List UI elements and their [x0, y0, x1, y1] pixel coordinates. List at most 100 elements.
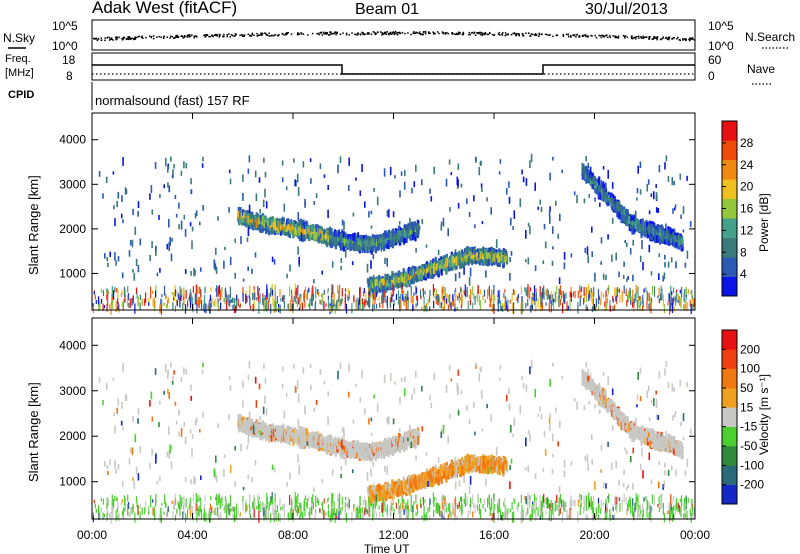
power-clutter-cell — [167, 297, 169, 304]
power-clutter-cell — [535, 301, 537, 312]
power-clutter-cell — [375, 289, 377, 300]
power-clutter-cell — [346, 294, 348, 299]
power-echo-cell — [421, 219, 424, 225]
power-echo-cell — [314, 228, 317, 235]
nsky-point — [325, 33, 327, 35]
power-echo-cell — [254, 215, 257, 222]
nsky-point — [585, 35, 587, 38]
nsky-point — [623, 35, 626, 38]
power-echo-cell — [215, 266, 218, 274]
power-clutter-cell — [627, 294, 629, 303]
power-clutter-cell — [690, 303, 692, 315]
power-clutter-cell — [629, 293, 631, 299]
nsky-point — [517, 33, 519, 35]
nsky-point — [544, 33, 547, 36]
power-clutter-cell — [359, 299, 362, 311]
power-clutter-cell — [685, 286, 687, 295]
beam-label: Beam 01 — [355, 1, 419, 18]
nsky-point — [262, 32, 264, 35]
nsky-point — [219, 33, 221, 36]
nsky-panel-frame — [91, 19, 696, 51]
power-clutter-cell — [616, 295, 618, 305]
nsky-point — [562, 34, 565, 36]
power-clutter-cell — [337, 285, 339, 294]
nsky-point — [391, 32, 394, 34]
power-echo-cell — [593, 179, 597, 186]
power-clutter-cell — [196, 304, 198, 314]
nsky-point — [214, 34, 216, 36]
velocity-echo-cell — [240, 420, 243, 425]
nsky-point — [458, 33, 460, 35]
power-echo-cell — [662, 275, 664, 282]
power-clutter-cell — [358, 296, 360, 305]
power-clutter-cell — [426, 306, 428, 312]
power-echo-cell — [370, 287, 373, 294]
nsky-point — [491, 33, 494, 36]
power-echo-cell — [258, 177, 261, 183]
nsky-point — [410, 33, 412, 36]
power-echo-cell — [321, 270, 323, 275]
power-clutter-cell — [160, 298, 162, 305]
power-echo-cell — [281, 225, 284, 230]
nsky-point — [489, 31, 491, 34]
colorbar-tick-label: 4 — [740, 267, 747, 281]
power-clutter-cell — [660, 290, 663, 297]
power-clutter-cell — [280, 297, 282, 302]
power-clutter-cell — [274, 284, 276, 296]
power-clutter-cell — [363, 291, 365, 297]
power-clutter-cell — [640, 297, 642, 303]
power-clutter-cell — [270, 287, 272, 296]
power-echo-cell — [276, 217, 279, 227]
power-clutter-cell — [107, 294, 109, 307]
power-clutter-cell — [509, 299, 511, 304]
power-clutter-cell — [381, 293, 383, 304]
power-echo-cell — [372, 274, 375, 283]
power-echo-cell — [224, 246, 226, 251]
power-clutter-cell — [657, 295, 659, 299]
freq-tick-top: 18 — [62, 53, 76, 67]
power-clutter-cell — [529, 290, 531, 300]
power-clutter-cell — [347, 288, 349, 294]
power-echo-cell — [525, 259, 527, 263]
power-echo-cell — [615, 252, 617, 261]
power-clutter-cell — [648, 303, 650, 310]
power-clutter-cell — [122, 299, 125, 303]
power-clutter-cell — [220, 302, 222, 310]
power-echo-cell — [242, 174, 244, 182]
power-echo-cell — [431, 272, 435, 279]
power-echo-cell — [121, 195, 123, 203]
nsky-point — [582, 34, 584, 37]
power-clutter-cell — [669, 301, 671, 311]
power-clutter-cell — [205, 303, 207, 314]
power-clutter-cell — [223, 298, 225, 303]
power-echo-cell — [650, 235, 654, 241]
nsky-point — [171, 36, 174, 38]
power-echo-cell — [451, 256, 454, 266]
power-clutter-cell — [680, 297, 682, 309]
power-echo-cell — [264, 171, 267, 178]
power-clutter-cell — [115, 301, 117, 312]
power-echo-cell — [340, 243, 343, 251]
power-clutter-cell — [638, 296, 640, 304]
velocity-echo-cell — [269, 426, 272, 433]
power-clutter-cell — [215, 288, 217, 292]
power-echo-cell — [388, 282, 391, 288]
power-echo-cell — [385, 275, 387, 283]
power-clutter-cell — [658, 287, 660, 297]
power-echo-cell — [468, 277, 471, 286]
power-clutter-cell — [258, 295, 260, 300]
power-echo-cell — [302, 233, 305, 242]
power-clutter-cell — [460, 291, 462, 304]
power-echo-cell — [600, 237, 603, 244]
power-clutter-cell — [594, 306, 597, 312]
nsky-point — [173, 37, 175, 39]
power-echo-cell — [460, 183, 463, 188]
power-clutter-cell — [670, 297, 672, 302]
power-clutter-cell — [540, 292, 543, 303]
power-clutter-cell — [226, 299, 228, 310]
power-clutter-cell — [124, 293, 126, 303]
nsky-point — [216, 35, 218, 37]
nsky-point — [673, 37, 675, 39]
nsky-point — [609, 36, 612, 39]
nsky-point — [643, 36, 645, 39]
